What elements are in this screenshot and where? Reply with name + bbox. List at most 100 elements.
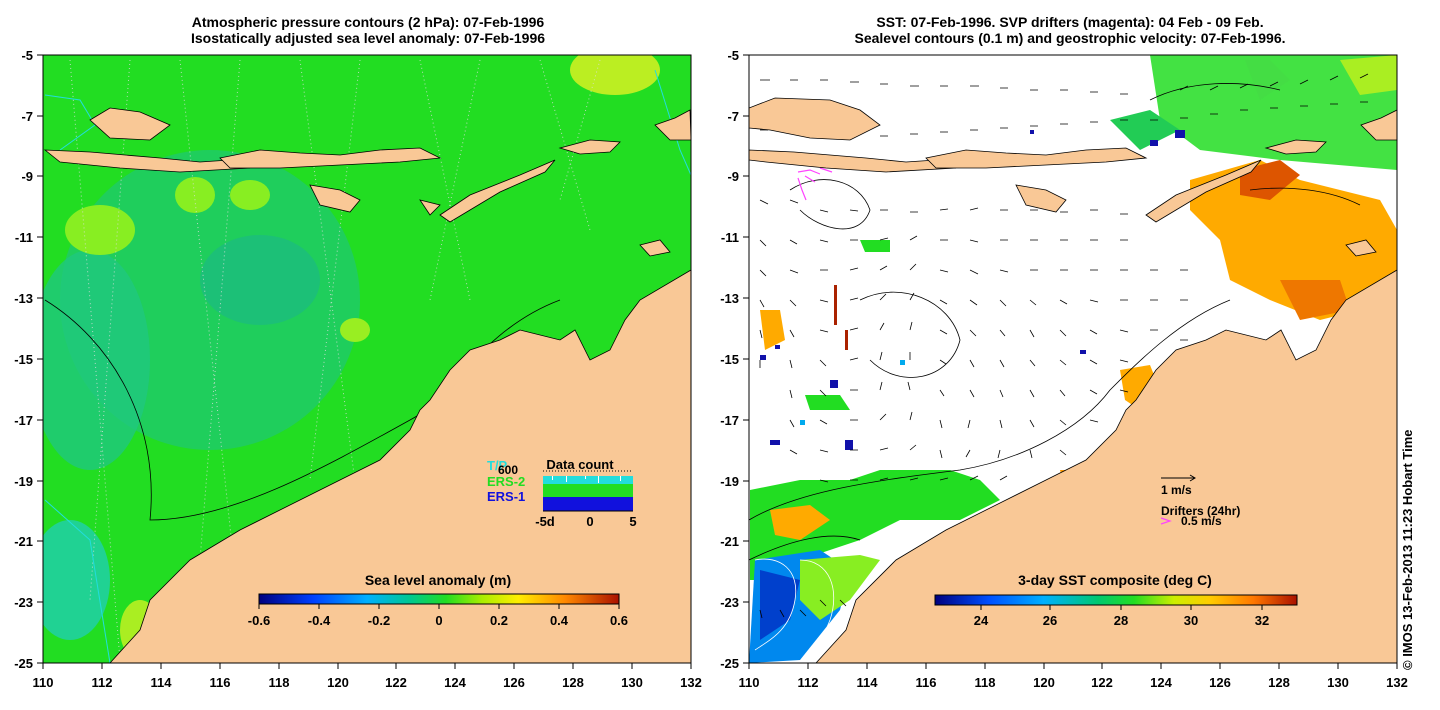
left-ytick: -5 (21, 48, 33, 63)
sla-cbar-label: -0.2 (368, 613, 390, 628)
imos-credit: © IMOS 13-Feb-2013 11:23 Hobart Time (1400, 429, 1415, 670)
left-xtick: 120 (327, 675, 349, 690)
sla-high-4 (340, 318, 370, 342)
left-title-line1: Atmospheric pressure contours (2 hPa): 0… (191, 14, 545, 30)
sst-speckle (760, 130, 1185, 450)
left-map (43, 55, 691, 663)
left-ytick: -13 (14, 291, 33, 306)
left-xtick: 124 (444, 675, 466, 690)
sst-cbar-label: 24 (974, 613, 989, 628)
sla-colorbar-labels: -0.6 -0.4 -0.2 0 0.2 0.4 0.6 (248, 613, 628, 628)
left-xtick: 112 (92, 675, 113, 690)
left-ytick: -21 (14, 534, 33, 549)
legend-axis-labels: -5d 0 5 (535, 514, 636, 529)
drifter-tracks (797, 167, 833, 201)
right-ytick: -23 (720, 595, 739, 610)
right-ytick: -19 (720, 474, 739, 489)
data-count-histogram (543, 470, 633, 512)
right-xtick: 128 (1268, 675, 1290, 690)
right-ytick: -13 (720, 291, 739, 306)
left-ytick: -17 (14, 413, 33, 428)
left-islands (43, 107, 691, 257)
velocity-scale: 1 m/s Drifters (24hr) 0.5 m/s (1160, 474, 1240, 528)
legend-ers2: ERS-2 (487, 474, 525, 489)
sla-high-2 (175, 177, 215, 213)
right-australia-landmass (815, 269, 1397, 663)
left-xtick: 122 (385, 675, 407, 690)
sst-cbar-label: 30 (1184, 613, 1198, 628)
right-xtick: 112 (798, 675, 819, 690)
sst-colorbar-ticks (980, 605, 1263, 610)
right-ytick: -5 (727, 48, 739, 63)
sst-colorbar (934, 594, 1298, 606)
right-xtick: 122 (1091, 675, 1113, 690)
right-ytick: -21 (720, 534, 739, 549)
right-xtick: 116 (916, 675, 937, 690)
left-ytick: -19 (14, 474, 33, 489)
velocity-scale-arrow-icon (1161, 474, 1196, 482)
left-xtick: 128 (562, 675, 584, 690)
legend-title: Data count (546, 457, 614, 472)
legend-ers1: ERS-1 (487, 489, 525, 504)
sla-cbar-label: 0.4 (550, 613, 569, 628)
right-xtick: 126 (1209, 675, 1231, 690)
legend-axis-label: 0 (586, 514, 593, 529)
right-panel-title: SST: 07-Feb-1996. SVP drifters (magenta)… (740, 14, 1400, 46)
sst-patches (749, 55, 1397, 663)
right-islands (749, 97, 1397, 257)
sst-cbar-label: 28 (1114, 613, 1128, 628)
right-ytick: -15 (720, 352, 739, 367)
legend-axis-label: 5 (629, 514, 636, 529)
sla-high-5 (570, 55, 660, 95)
sla-cbar-label: 0.6 (610, 613, 628, 628)
velocity-scale-label: 1 m/s (1161, 483, 1192, 497)
right-xtick: 124 (1150, 675, 1172, 690)
right-xtick: 120 (1033, 675, 1055, 690)
right-y-tick-labels: -5 -7 -9 -11 -13 -15 -17 -19 -21 -23 -25 (720, 48, 739, 671)
left-xtick: 132 (680, 675, 702, 690)
legend-tp: T/P (487, 458, 508, 473)
drifters-label: Drifters (24hr) (1161, 504, 1240, 518)
left-ytick: -9 (21, 169, 33, 184)
sla-colorbar-title: Sea level anomaly (m) (365, 572, 511, 588)
drifter-scale-arrow-icon (1160, 517, 1172, 525)
left-xtick: 110 (33, 675, 54, 690)
right-xtick: 132 (1386, 675, 1408, 690)
sla-colorbar-ticks (258, 604, 620, 609)
right-xtick: 110 (739, 675, 760, 690)
sla-low-core (200, 235, 320, 325)
left-axis-ticks (37, 54, 692, 669)
left-xtick: 116 (210, 675, 231, 690)
sst-cbar-label: 32 (1255, 613, 1269, 628)
sst-colorbar-labels: 24 26 28 30 32 (974, 613, 1269, 628)
drifter-scale-label: 0.5 m/s (1181, 514, 1222, 528)
sla-cbar-label: 0 (435, 613, 442, 628)
left-ytick: -11 (15, 230, 33, 245)
left-panel-title: Atmospheric pressure contours (2 hPa): 0… (40, 14, 696, 46)
sla-colorbar (258, 593, 620, 605)
sla-high-3 (230, 180, 270, 210)
sealevel-contours (749, 83, 1361, 561)
sst-cbar-label: 26 (1043, 613, 1057, 628)
left-x-tick-labels: 110 112 114 116 118 120 122 124 126 128 … (33, 675, 702, 690)
left-title-line2: Isostatically adjusted sea level anomaly… (190, 30, 546, 46)
right-xtick: 114 (857, 675, 879, 690)
sla-cbar-label: 0.2 (490, 613, 508, 628)
right-title-line2: Sealevel contours (0.1 m) and geostrophi… (854, 30, 1286, 46)
left-xtick: 126 (503, 675, 525, 690)
right-map (749, 55, 1397, 663)
sla-southwest-low (43, 520, 110, 640)
sla-high-1 (65, 205, 135, 255)
left-y-tick-labels: -5 -7 -9 -11 -13 -15 -17 -19 -21 -23 -25 (14, 48, 33, 671)
sla-anomaly-field (43, 55, 660, 660)
left-ytick: -15 (14, 352, 33, 367)
right-ytick: -25 (720, 656, 739, 671)
data-count-legend: T/P 600 ERS-2 ERS-1 Data count -5d 0 5 (487, 457, 637, 529)
left-ytick: -7 (21, 109, 33, 124)
left-xtick: 114 (151, 675, 173, 690)
legend-max-count: 600 (498, 463, 518, 477)
right-xtick: 130 (1327, 675, 1349, 690)
right-axis-ticks (743, 54, 1398, 669)
left-ytick: -23 (14, 595, 33, 610)
right-x-tick-labels: 110 112 114 116 118 120 122 124 126 128 … (739, 675, 1408, 690)
